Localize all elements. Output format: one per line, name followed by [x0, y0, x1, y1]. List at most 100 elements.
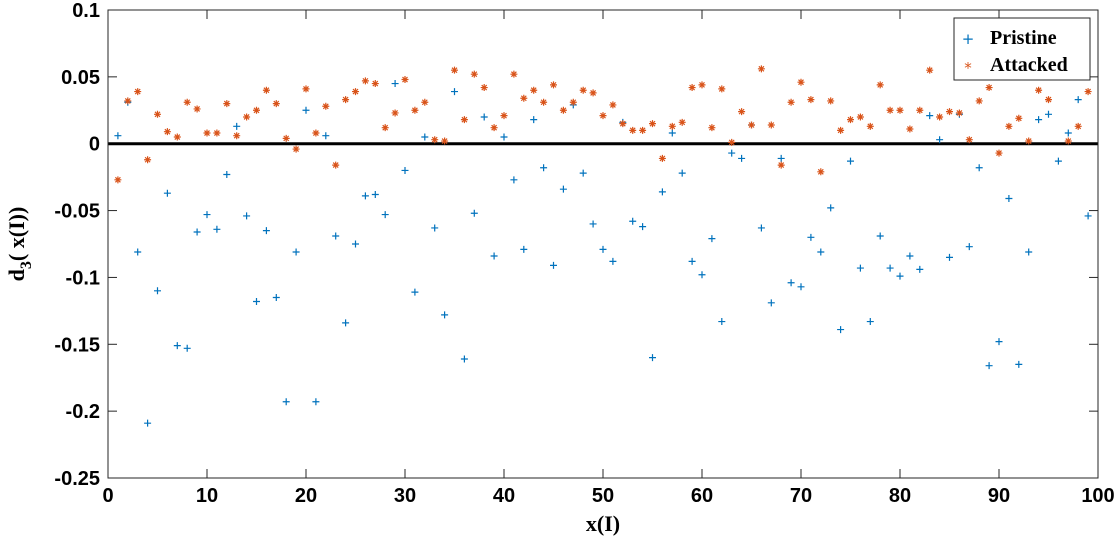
data-point-attacked [381, 124, 389, 132]
data-point-pristine [688, 257, 696, 265]
data-point-attacked [787, 98, 795, 106]
data-point-attacked [1015, 114, 1023, 122]
data-point-pristine [332, 232, 340, 240]
data-point-pristine [411, 288, 419, 296]
data-point-attacked [1084, 88, 1092, 96]
data-point-pristine [1084, 212, 1092, 220]
data-point-attacked [1045, 96, 1052, 104]
data-point-pristine [183, 344, 191, 352]
data-point-pristine [193, 228, 201, 236]
data-point-pristine [599, 245, 607, 253]
data-point-pristine [649, 354, 656, 362]
data-point-attacked [955, 109, 963, 117]
data-point-pristine [530, 116, 538, 124]
y-tick-label: -0.05 [54, 201, 100, 223]
data-point-pristine [262, 227, 270, 235]
data-point-pristine [213, 225, 221, 233]
data-point-pristine [361, 192, 369, 200]
x-tick-label: 80 [889, 485, 911, 507]
data-point-attacked [559, 106, 567, 114]
data-point-pristine [282, 398, 290, 406]
data-point-pristine [1035, 116, 1043, 124]
data-point-attacked [163, 128, 171, 136]
data-point-pristine [1045, 110, 1052, 118]
data-point-pristine [965, 243, 973, 251]
data-point-pristine [520, 245, 528, 253]
data-point-attacked [302, 85, 310, 93]
data-point-attacked [470, 70, 478, 78]
data-point-pristine [233, 122, 241, 130]
data-point-pristine [916, 265, 924, 273]
data-point-pristine [886, 264, 894, 272]
data-point-pristine [292, 248, 300, 256]
data-point-attacked [767, 121, 775, 129]
data-point-pristine [847, 157, 854, 165]
data-point-pristine [441, 311, 449, 319]
data-point-attacked [243, 113, 251, 121]
data-point-attacked [847, 116, 854, 124]
x-tick-label: 50 [592, 485, 614, 507]
data-point-attacked [144, 156, 152, 164]
data-point-attacked [530, 86, 538, 94]
x-tick-label: 30 [394, 485, 416, 507]
legend-box [953, 17, 1091, 81]
data-point-pristine [738, 154, 746, 162]
y-tick-label: -0.2 [66, 401, 100, 423]
data-point-attacked [292, 145, 300, 153]
data-point-attacked [906, 125, 914, 133]
data-point-attacked [1025, 137, 1033, 145]
data-point-pristine [342, 319, 350, 327]
data-point-attacked [876, 81, 884, 89]
data-point-pristine [995, 338, 1003, 346]
data-point-pristine [629, 217, 637, 225]
data-series [114, 65, 1092, 427]
data-point-pristine [658, 188, 666, 196]
data-point-pristine [876, 232, 884, 240]
data-point-pristine [134, 248, 142, 256]
data-point-pristine [421, 133, 429, 141]
data-point-attacked [183, 98, 191, 106]
data-point-pristine [223, 170, 231, 178]
data-point-pristine [431, 224, 439, 232]
data-point-pristine [787, 279, 795, 287]
data-point-pristine [856, 264, 864, 272]
data-point-attacked [946, 108, 953, 116]
data-point-attacked [629, 126, 637, 134]
data-point-pristine [1015, 360, 1023, 368]
data-point-pristine [837, 326, 845, 334]
x-tick-label: 60 [691, 485, 713, 507]
data-point-attacked [698, 81, 706, 89]
data-point-attacked [1064, 137, 1072, 145]
data-point-attacked [639, 126, 647, 134]
data-point-pristine [500, 133, 508, 141]
data-point-attacked [1005, 122, 1013, 130]
data-point-attacked [203, 129, 211, 137]
data-point-attacked [262, 86, 270, 94]
data-point-attacked [371, 80, 379, 88]
y-tick-label: 0.1 [72, 0, 100, 22]
legend-label-pristine: Pristine [990, 27, 1057, 49]
data-point-pristine [985, 362, 993, 370]
data-point-attacked [451, 66, 458, 74]
data-point-attacked [510, 70, 518, 78]
plot-frame [107, 9, 1099, 479]
data-point-pristine [154, 287, 161, 295]
data-point-attacked [748, 121, 755, 129]
data-point-attacked [134, 88, 142, 96]
data-point-attacked [985, 84, 993, 92]
data-point-attacked [322, 102, 330, 110]
data-point-pristine [490, 252, 498, 260]
data-point-pristine [668, 129, 676, 137]
data-point-pristine [946, 253, 953, 261]
data-point-pristine [114, 132, 122, 140]
data-point-attacked [332, 161, 340, 169]
data-point-pristine [163, 189, 171, 197]
x-tick-label: 100 [1081, 485, 1114, 507]
data-point-attacked [609, 101, 617, 109]
data-point-attacked [777, 161, 785, 169]
x-axis-label: x(I) [586, 511, 620, 536]
data-point-pristine [510, 176, 518, 184]
data-point-pristine [322, 132, 330, 140]
y-axis-label: d3( x(I)) [4, 207, 35, 282]
data-point-pristine [312, 398, 320, 406]
